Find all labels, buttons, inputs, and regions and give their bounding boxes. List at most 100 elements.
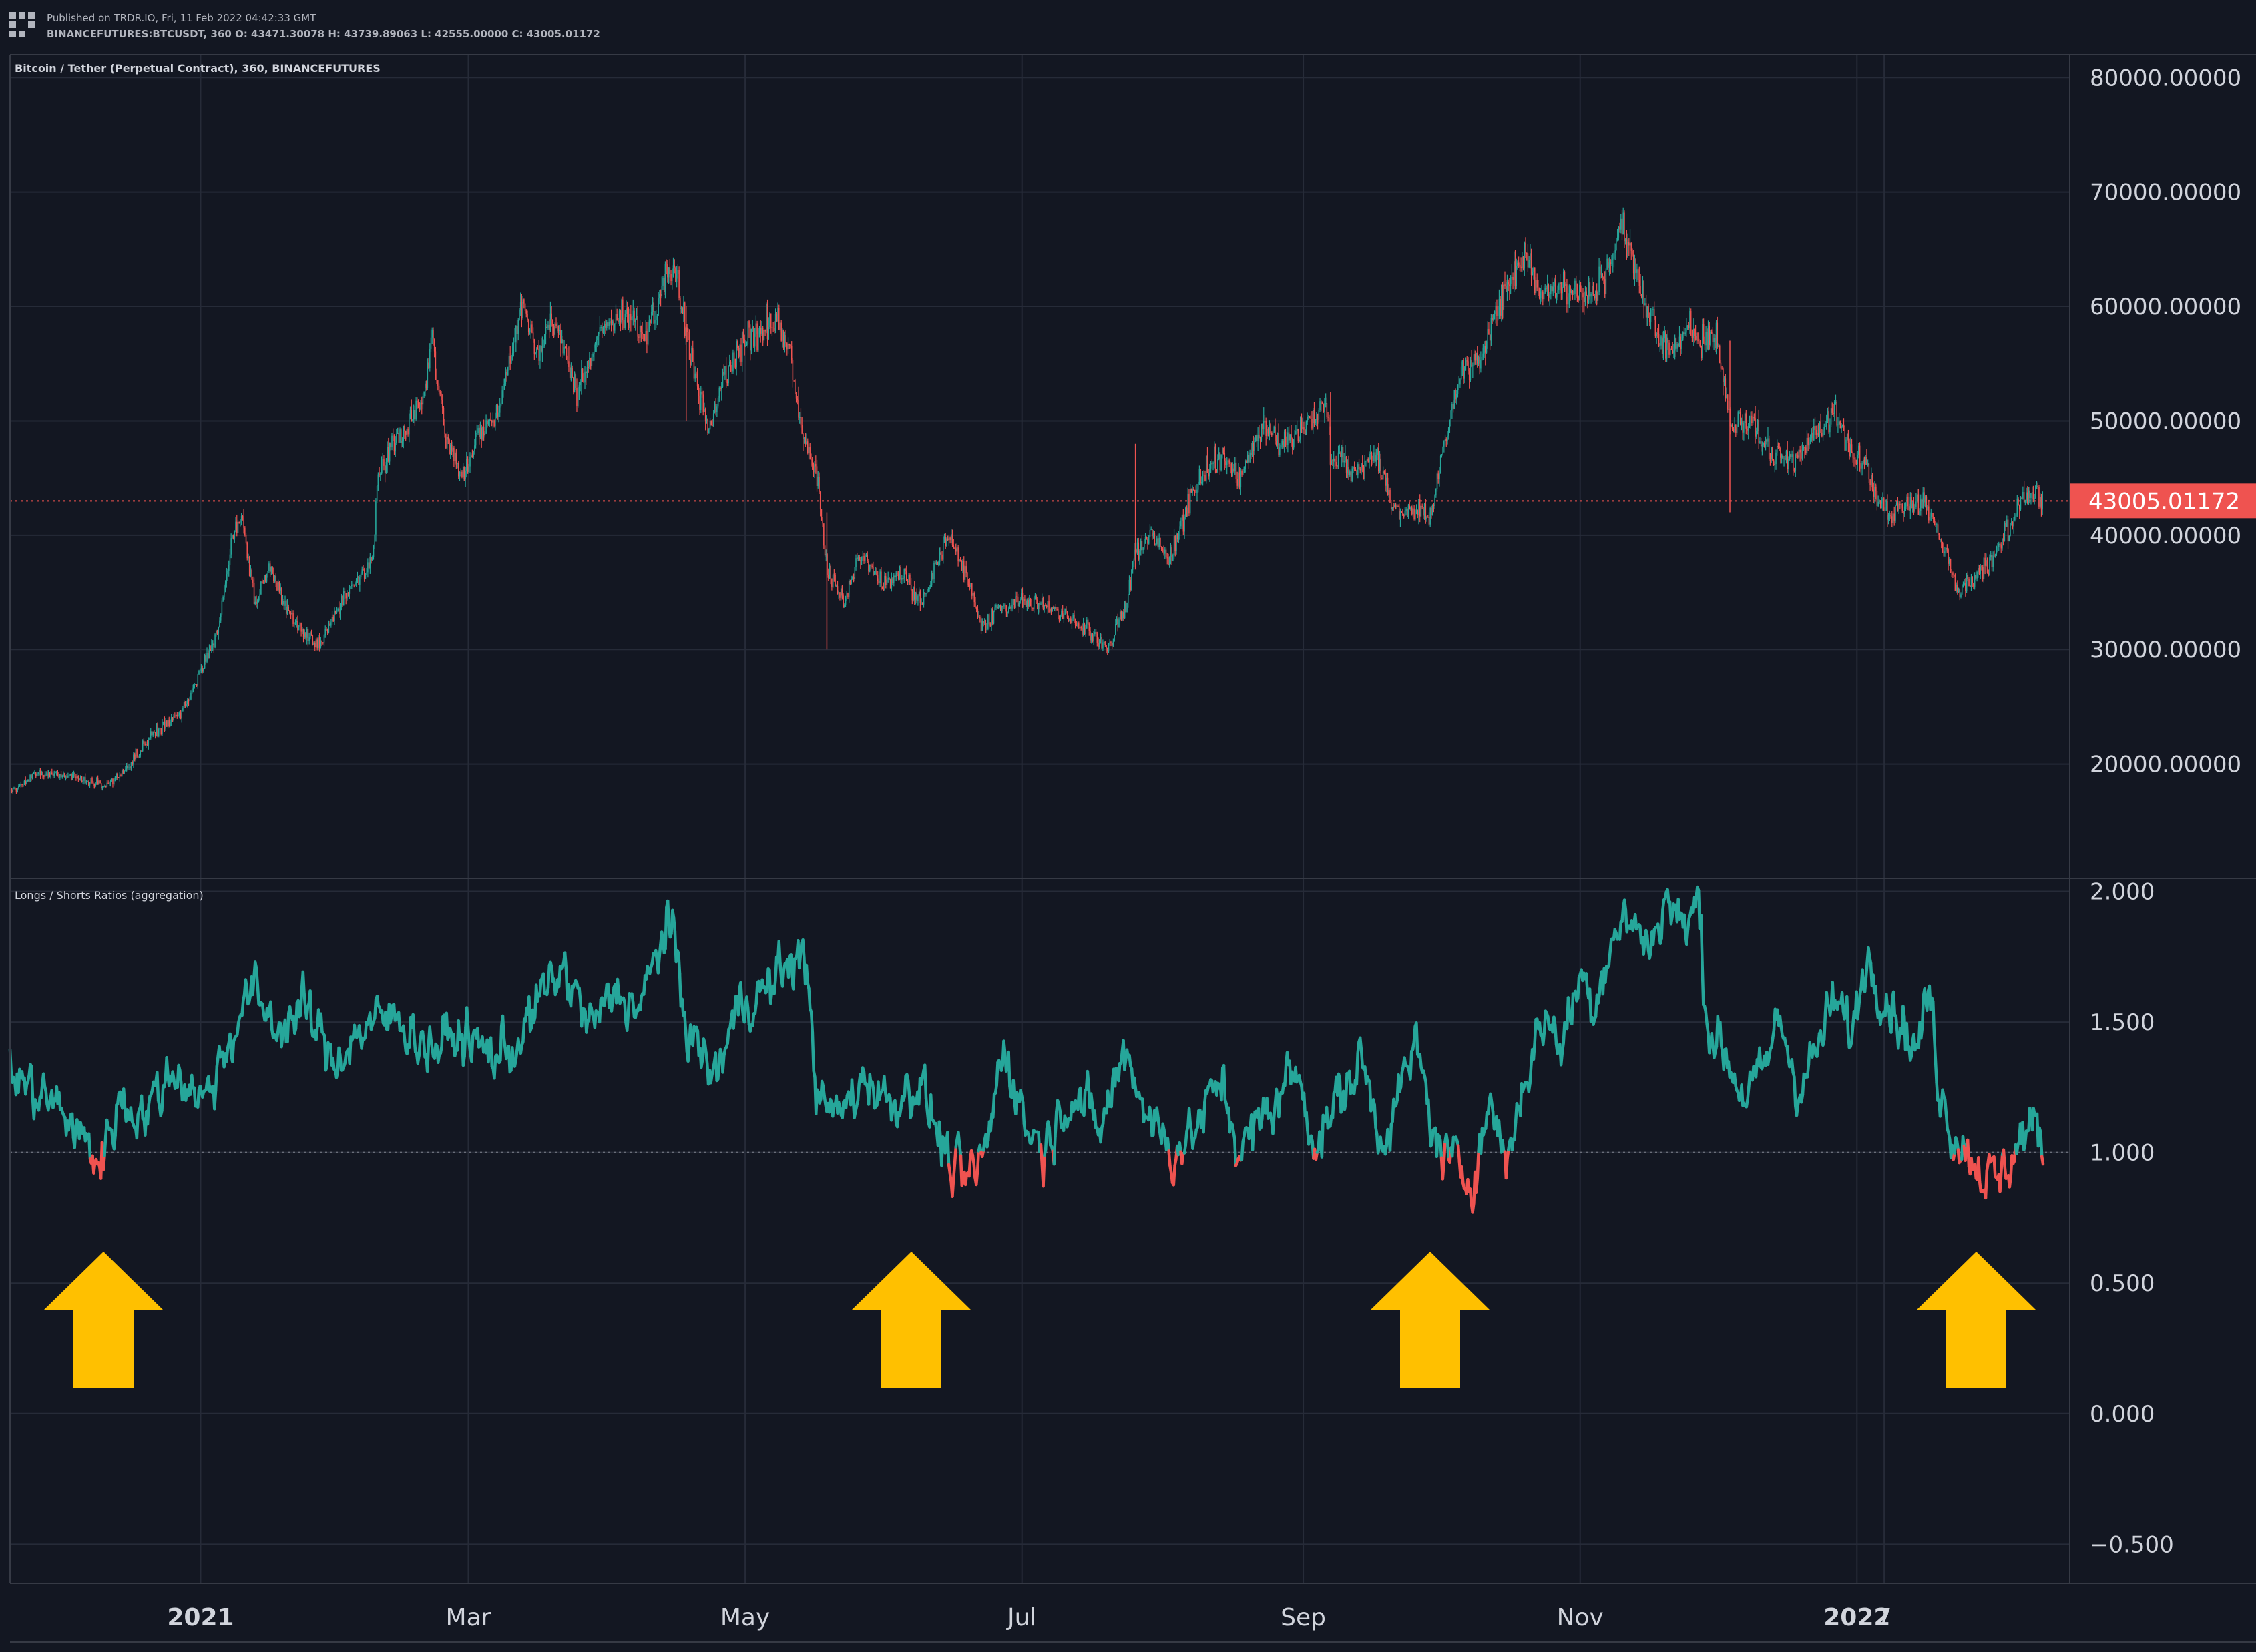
candle-body bbox=[1514, 261, 1515, 280]
candle-body bbox=[1031, 602, 1033, 608]
candle-body bbox=[1371, 452, 1373, 459]
candle-body bbox=[254, 601, 256, 605]
candle-body bbox=[877, 575, 879, 581]
candle-body bbox=[417, 400, 418, 402]
ratio-segment bbox=[1086, 1069, 1090, 1089]
candle-body bbox=[2026, 492, 2027, 502]
candle-body bbox=[1168, 557, 1169, 565]
candle-body bbox=[899, 567, 901, 579]
candle-body bbox=[1611, 259, 1612, 264]
ratio-segment bbox=[557, 965, 562, 989]
candle-body bbox=[1110, 641, 1112, 643]
ratio-segment bbox=[1412, 1025, 1417, 1044]
candle-body bbox=[501, 390, 503, 404]
ratio-segment bbox=[1445, 1140, 1451, 1161]
candle-body bbox=[1340, 452, 1341, 457]
candle-body bbox=[262, 583, 264, 584]
candle-body bbox=[1236, 479, 1238, 486]
candle-body bbox=[1000, 605, 1001, 611]
candle-body bbox=[33, 772, 35, 774]
ratio-segment bbox=[1149, 1112, 1154, 1137]
candle-body bbox=[1628, 242, 1630, 246]
candle-body bbox=[975, 602, 976, 608]
candle-body bbox=[742, 332, 744, 339]
candle-body bbox=[1238, 472, 1240, 487]
candle-body bbox=[754, 334, 756, 347]
candle-body bbox=[586, 366, 588, 373]
ratio-segment bbox=[751, 1012, 756, 1027]
candle-body bbox=[1642, 280, 1644, 298]
candle-body bbox=[299, 623, 301, 627]
candle-body bbox=[1875, 487, 1877, 491]
candle-body bbox=[120, 775, 122, 776]
candle-body bbox=[1843, 424, 1845, 428]
candle-body bbox=[753, 326, 754, 347]
candle-body bbox=[779, 322, 781, 330]
candle-body bbox=[175, 715, 177, 717]
ratio-segment bbox=[1379, 1135, 1383, 1150]
candle-body bbox=[1876, 491, 1878, 506]
ratio-segment bbox=[616, 977, 620, 995]
candle-body bbox=[1858, 445, 1859, 455]
candle-body bbox=[1013, 599, 1016, 608]
candle-body bbox=[312, 635, 314, 645]
candle-body bbox=[67, 776, 69, 778]
candle-body bbox=[672, 265, 674, 276]
candle-body bbox=[913, 587, 915, 600]
candle-body bbox=[1015, 596, 1016, 608]
candle-body bbox=[964, 566, 966, 580]
candle-body bbox=[1246, 461, 1247, 463]
candle-body bbox=[780, 322, 782, 341]
candle-body bbox=[1614, 250, 1616, 253]
candle-body bbox=[417, 400, 419, 409]
candle-body bbox=[305, 632, 306, 638]
candle-body bbox=[1620, 218, 1622, 230]
candle-body bbox=[334, 611, 335, 621]
candle-body bbox=[277, 581, 279, 591]
candle-body bbox=[939, 552, 941, 562]
candle-body bbox=[1805, 447, 1807, 454]
candle-body bbox=[493, 420, 495, 427]
candle-body bbox=[1851, 444, 1853, 453]
ratio-segment bbox=[236, 1021, 240, 1037]
candle-body bbox=[1637, 269, 1639, 280]
candle-body bbox=[1348, 467, 1349, 475]
candle-body bbox=[1419, 499, 1421, 517]
candle-body bbox=[23, 784, 24, 786]
candle-body bbox=[119, 775, 121, 778]
candle-body bbox=[1474, 354, 1476, 361]
candle-body bbox=[484, 433, 486, 436]
candle-body bbox=[500, 404, 502, 406]
candle-body bbox=[1020, 592, 1022, 599]
ratio-segment bbox=[463, 1025, 467, 1058]
ratio-segment bbox=[1325, 1105, 1330, 1130]
candle-body bbox=[863, 556, 865, 561]
candle-body bbox=[1271, 433, 1273, 436]
candle-body bbox=[559, 330, 560, 332]
ratio-segment bbox=[1117, 1061, 1122, 1083]
ratio-segment bbox=[732, 1009, 736, 1030]
ratio-segment bbox=[777, 940, 782, 965]
candle-body bbox=[1590, 293, 1592, 297]
candle-body bbox=[1627, 242, 1628, 258]
candle-body bbox=[80, 776, 81, 779]
ratio-segment bbox=[1576, 976, 1581, 1000]
candle-body bbox=[130, 762, 132, 769]
candle-body bbox=[1127, 594, 1129, 603]
candle-body bbox=[1472, 365, 1474, 367]
candle-body bbox=[662, 277, 664, 286]
candle-body bbox=[951, 534, 953, 545]
candle-body bbox=[922, 602, 923, 605]
candle-body bbox=[1767, 438, 1769, 442]
candle-body bbox=[1743, 423, 1745, 433]
candle-body bbox=[1100, 637, 1102, 640]
candle-body bbox=[1502, 284, 1504, 310]
candle-body bbox=[800, 417, 802, 425]
candle-body bbox=[1811, 433, 1813, 439]
candle-body bbox=[2016, 498, 2018, 515]
candle-body bbox=[1952, 572, 1954, 575]
candle-body bbox=[425, 383, 426, 392]
candle-body bbox=[1983, 557, 1985, 579]
ratio-segment bbox=[57, 1091, 62, 1111]
